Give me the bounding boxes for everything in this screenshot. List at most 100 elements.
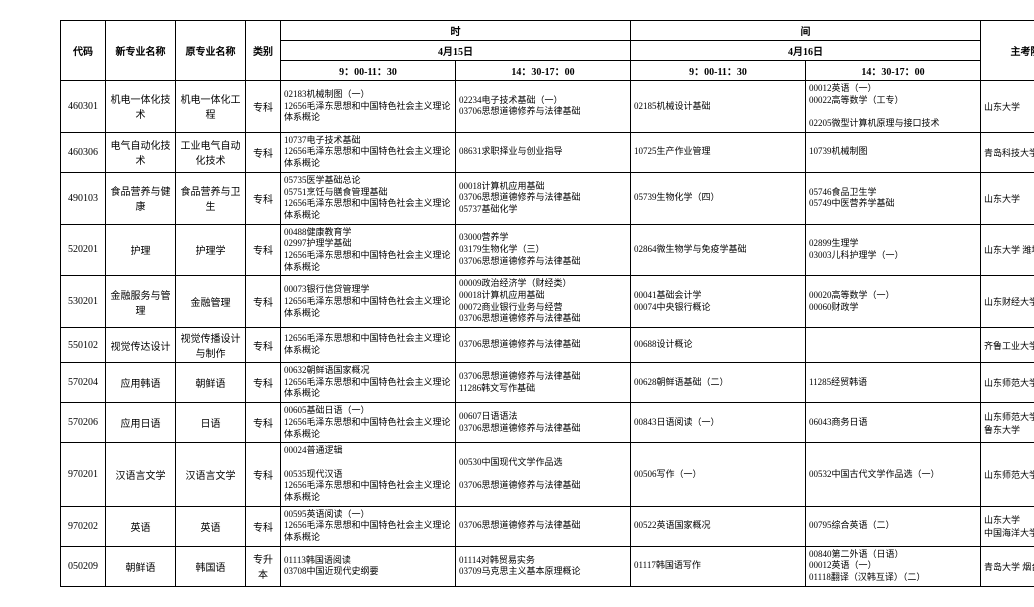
cell-d1am: 00632朝鲜语国家概况 12656毛泽东思想和中国特色社会主义理论体系概论 <box>281 363 456 403</box>
header-d1am: 9：00-11：30 <box>281 61 456 81</box>
header-new-name: 新专业名称 <box>106 21 176 81</box>
cell-d2am: 00843日语阅读（一） <box>631 403 806 443</box>
cell-category: 专科 <box>246 81 281 133</box>
cell-d2am: 00506写作（一） <box>631 443 806 506</box>
cell-code: 460301 <box>61 81 106 133</box>
cell-old-name: 金融管理 <box>176 276 246 328</box>
cell-school: 山东大学 <box>981 81 1034 133</box>
cell-d2pm: 02899生理学 03003儿科护理学（一） <box>806 224 981 276</box>
exam-schedule-table: 代码 新专业名称 原专业名称 类别 时 间 主考院校 4月15日 4月16日 9… <box>60 20 1034 587</box>
cell-category: 专科 <box>246 363 281 403</box>
cell-d2pm: 00795综合英语（二） <box>806 506 981 546</box>
cell-d1pm: 03706思想道德修养与法律基础 11286韩文写作基础 <box>456 363 631 403</box>
cell-d2pm: 00840第二外语（日语） 00012英语（一） 01118翻译（汉韩互译）（二… <box>806 546 981 586</box>
cell-d2am: 01117韩国语写作 <box>631 546 806 586</box>
cell-d2am: 00628朝鲜语基础（二） <box>631 363 806 403</box>
cell-new-name: 电气自动化技术 <box>106 132 176 172</box>
table-row: 570206应用日语日语专科00605基础日语（一） 12656毛泽东思想和中国… <box>61 403 1034 443</box>
cell-new-name: 英语 <box>106 506 176 546</box>
cell-d2pm: 05746食品卫生学 05749中医营养学基础 <box>806 172 981 224</box>
cell-school: 山东大学 潍坊医学院 <box>981 224 1034 276</box>
cell-d1pm: 03706思想道德修养与法律基础 <box>456 328 631 363</box>
cell-category: 专科 <box>246 276 281 328</box>
cell-new-name: 汉语言文学 <box>106 443 176 506</box>
header-d2am: 9：00-11：30 <box>631 61 806 81</box>
table-row: 050209朝鲜语韩国语专升本01113韩国语阅读 03708中国近现代史纲要 0… <box>61 546 1034 586</box>
header-time-right: 间 <box>631 21 981 41</box>
cell-school: 山东师范大学 <box>981 443 1034 506</box>
header-time-left: 时 <box>281 21 631 41</box>
cell-school: 山东大学 中国海洋大学 <box>981 506 1034 546</box>
header-day1: 4月15日 <box>281 41 631 61</box>
header-old-name: 原专业名称 <box>176 21 246 81</box>
cell-category: 专科 <box>246 224 281 276</box>
header-code: 代码 <box>61 21 106 81</box>
cell-d1am: 00595英语阅读（一） 12656毛泽东思想和中国特色社会主义理论体系概论 <box>281 506 456 546</box>
cell-d2pm: 00012英语（一） 00022高等数学（工专） 02205微型计算机原理与接口… <box>806 81 981 133</box>
cell-d2am: 00688设计概论 <box>631 328 806 363</box>
cell-d1pm: 00009政治经济学（财经类） 00018计算机应用基础 00072商业银行业务… <box>456 276 631 328</box>
cell-new-name: 视觉传达设计 <box>106 328 176 363</box>
header-d1pm: 14：30-17：00 <box>456 61 631 81</box>
cell-new-name: 朝鲜语 <box>106 546 176 586</box>
cell-category: 专科 <box>246 506 281 546</box>
cell-d2am: 05739生物化学（四） <box>631 172 806 224</box>
cell-old-name: 工业电气自动化技术 <box>176 132 246 172</box>
cell-d2pm: 10739机械制图 <box>806 132 981 172</box>
table-row: 970201汉语言文学汉语言文学专科00024普通逻辑 00535现代汉语 12… <box>61 443 1034 506</box>
cell-category: 专科 <box>246 172 281 224</box>
cell-category: 专科 <box>246 443 281 506</box>
cell-old-name: 护理学 <box>176 224 246 276</box>
table-row: 970202英语英语专科00595英语阅读（一） 12656毛泽东思想和中国特色… <box>61 506 1034 546</box>
cell-d1am: 02183机械制图（一） 12656毛泽东思想和中国特色社会主义理论体系概论 <box>281 81 456 133</box>
table-row: 490103食品营养与健康食品营养与卫生专科05735医学基础总论 05751烹… <box>61 172 1034 224</box>
header-category: 类别 <box>246 21 281 81</box>
cell-d1pm: 00607日语语法 03706思想道德修养与法律基础 <box>456 403 631 443</box>
cell-d1am: 01113韩国语阅读 03708中国近现代史纲要 <box>281 546 456 586</box>
cell-d2am: 00041基础会计学 00074中央银行概论 <box>631 276 806 328</box>
table-row: 550102视觉传达设计视觉传播设计与制作专科12656毛泽东思想和中国特色社会… <box>61 328 1034 363</box>
table-body: 460301机电一体化技术机电一体化工程专科02183机械制图（一） 12656… <box>61 81 1034 587</box>
cell-d1pm: 00018计算机应用基础 03706思想道德修养与法律基础 05737基础化学 <box>456 172 631 224</box>
cell-old-name: 韩国语 <box>176 546 246 586</box>
cell-d1pm: 03706思想道德修养与法律基础 <box>456 506 631 546</box>
cell-new-name: 护理 <box>106 224 176 276</box>
cell-new-name: 应用日语 <box>106 403 176 443</box>
cell-school: 青岛大学 烟台大学 <box>981 546 1034 586</box>
table-row: 460306电气自动化技术工业电气自动化技术专科10737电子技术基础 1265… <box>61 132 1034 172</box>
cell-old-name: 日语 <box>176 403 246 443</box>
cell-d1pm: 03000营养学 03179生物化学（三） 03706思想道德修养与法律基础 <box>456 224 631 276</box>
cell-code: 970202 <box>61 506 106 546</box>
cell-d2pm: 11285经贸韩语 <box>806 363 981 403</box>
cell-old-name: 机电一体化工程 <box>176 81 246 133</box>
cell-d2pm <box>806 328 981 363</box>
cell-d2pm: 06043商务日语 <box>806 403 981 443</box>
cell-code: 050209 <box>61 546 106 586</box>
cell-category: 专升本 <box>246 546 281 586</box>
cell-code: 490103 <box>61 172 106 224</box>
header-d2pm: 14：30-17：00 <box>806 61 981 81</box>
cell-code: 570206 <box>61 403 106 443</box>
header-school: 主考院校 <box>981 21 1034 81</box>
cell-d1am: 12656毛泽东思想和中国特色社会主义理论体系概论 <box>281 328 456 363</box>
cell-d1pm: 00530中国现代文学作品选 03706思想道德修养与法律基础 <box>456 443 631 506</box>
table-row: 520201护理护理学专科00488健康教育学 02997护理学基础 12656… <box>61 224 1034 276</box>
cell-d1am: 00073银行信贷管理学 12656毛泽东思想和中国特色社会主义理论体系概论 <box>281 276 456 328</box>
cell-d2am: 02864微生物学与免疫学基础 <box>631 224 806 276</box>
cell-new-name: 金融服务与管理 <box>106 276 176 328</box>
cell-code: 520201 <box>61 224 106 276</box>
cell-school: 齐鲁工业大学 <box>981 328 1034 363</box>
cell-old-name: 视觉传播设计与制作 <box>176 328 246 363</box>
cell-new-name: 机电一体化技术 <box>106 81 176 133</box>
cell-d1am: 00488健康教育学 02997护理学基础 12656毛泽东思想和中国特色社会主… <box>281 224 456 276</box>
cell-d1pm: 08631求职择业与创业指导 <box>456 132 631 172</box>
cell-d2am: 02185机械设计基础 <box>631 81 806 133</box>
table-row: 460301机电一体化技术机电一体化工程专科02183机械制图（一） 12656… <box>61 81 1034 133</box>
cell-old-name: 英语 <box>176 506 246 546</box>
cell-d2am: 00522英语国家概况 <box>631 506 806 546</box>
cell-d1pm: 02234电子技术基础（一） 03706思想道德修养与法律基础 <box>456 81 631 133</box>
cell-category: 专科 <box>246 132 281 172</box>
cell-school: 山东财经大学 <box>981 276 1034 328</box>
cell-school: 山东师范大学 鲁东大学 <box>981 403 1034 443</box>
cell-d2am: 10725生产作业管理 <box>631 132 806 172</box>
